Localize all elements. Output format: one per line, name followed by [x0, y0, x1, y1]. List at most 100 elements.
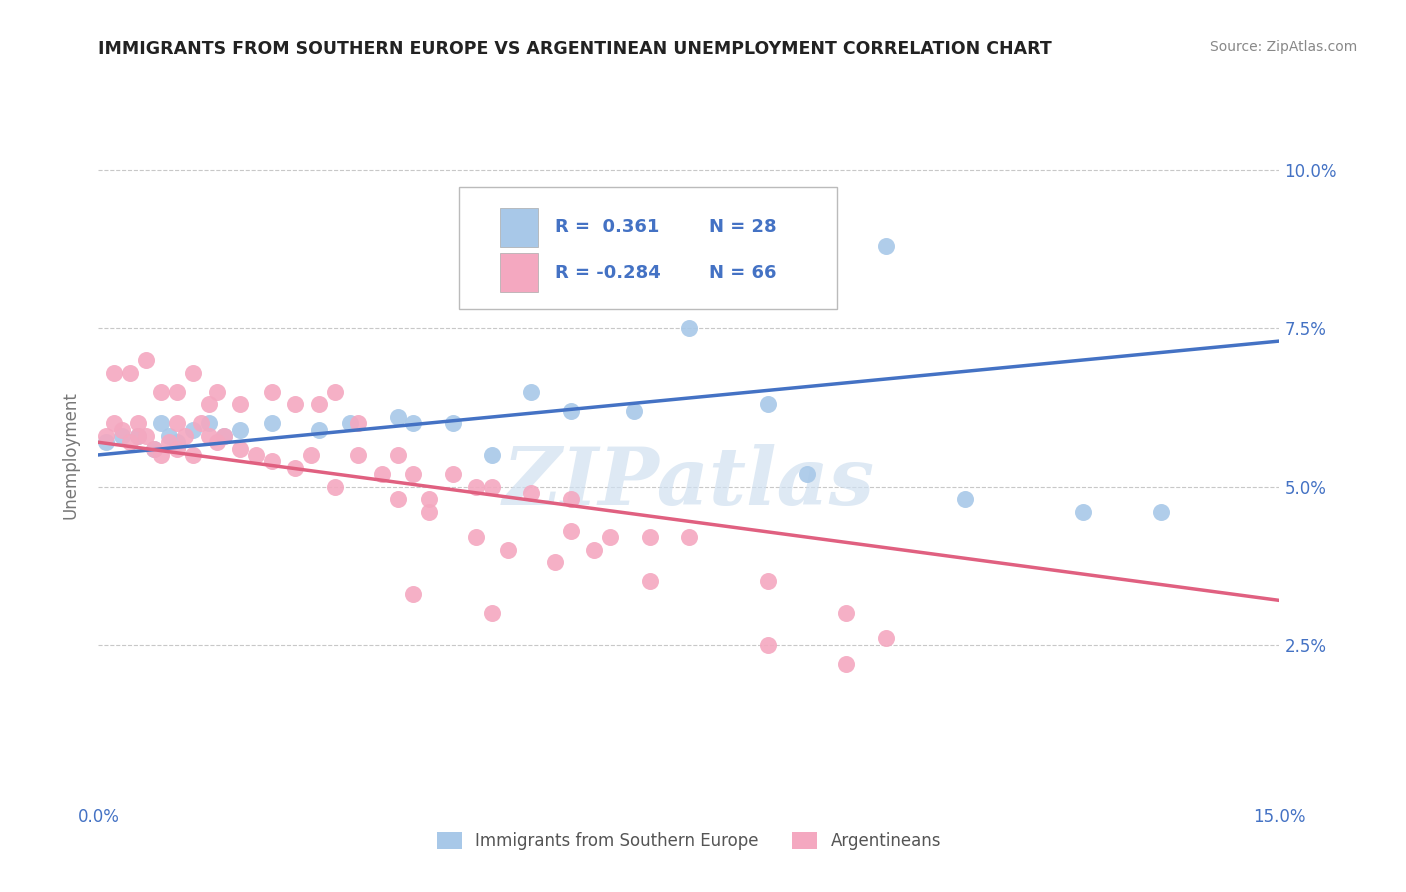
Y-axis label: Unemployment: Unemployment: [62, 391, 80, 519]
Point: [835, 657, 858, 671]
Point: [229, 397, 252, 411]
Point: [135, 429, 157, 443]
Text: N = 28: N = 28: [709, 219, 776, 236]
Point: [214, 429, 236, 443]
Point: [323, 384, 346, 399]
Point: [197, 417, 219, 431]
Point: [111, 423, 134, 437]
Point: [387, 448, 409, 462]
Point: [103, 417, 125, 431]
Point: [678, 530, 700, 544]
Text: N = 66: N = 66: [709, 264, 776, 282]
Point: [583, 542, 606, 557]
Text: R = -0.284: R = -0.284: [555, 264, 661, 282]
Point: [953, 492, 976, 507]
Point: [1071, 505, 1094, 519]
Point: [229, 442, 252, 456]
Point: [127, 429, 149, 443]
Legend: Immigrants from Southern Europe, Argentineans: Immigrants from Southern Europe, Argenti…: [430, 826, 948, 857]
Point: [418, 492, 440, 507]
Point: [323, 479, 346, 493]
Point: [205, 435, 228, 450]
Point: [756, 574, 779, 589]
Point: [284, 460, 307, 475]
Point: [96, 435, 118, 450]
Point: [875, 632, 897, 646]
Point: [465, 530, 488, 544]
Point: [418, 505, 440, 519]
Point: [1150, 505, 1173, 519]
Point: [260, 417, 283, 431]
Point: [387, 409, 409, 424]
Point: [260, 454, 283, 468]
Point: [481, 479, 503, 493]
Point: [150, 417, 173, 431]
Point: [166, 435, 188, 450]
Point: [347, 417, 370, 431]
Point: [214, 429, 236, 443]
Point: [441, 417, 464, 431]
Text: ZIPatlas: ZIPatlas: [503, 444, 875, 522]
Point: [402, 587, 425, 601]
Point: [142, 442, 165, 456]
Point: [166, 417, 188, 431]
Point: [150, 448, 173, 462]
Point: [118, 435, 141, 450]
Point: [181, 423, 204, 437]
Point: [308, 397, 330, 411]
Point: [111, 429, 134, 443]
FancyBboxPatch shape: [458, 187, 837, 309]
Point: [245, 448, 267, 462]
Point: [481, 448, 503, 462]
Point: [229, 423, 252, 437]
Point: [623, 403, 645, 417]
Point: [465, 479, 488, 493]
Point: [678, 321, 700, 335]
Point: [599, 530, 621, 544]
Point: [371, 467, 394, 481]
Point: [166, 384, 188, 399]
Point: [756, 397, 779, 411]
Point: [96, 429, 118, 443]
Point: [835, 606, 858, 620]
Point: [796, 467, 818, 481]
Point: [166, 442, 188, 456]
Point: [496, 542, 519, 557]
Point: [481, 606, 503, 620]
Point: [157, 435, 180, 450]
Text: IMMIGRANTS FROM SOUTHERN EUROPE VS ARGENTINEAN UNEMPLOYMENT CORRELATION CHART: IMMIGRANTS FROM SOUTHERN EUROPE VS ARGEN…: [98, 40, 1052, 58]
Point: [402, 417, 425, 431]
Point: [875, 239, 897, 253]
Point: [197, 397, 219, 411]
Point: [174, 429, 197, 443]
Point: [638, 530, 661, 544]
Point: [560, 524, 582, 538]
Point: [756, 638, 779, 652]
Point: [284, 397, 307, 411]
Point: [181, 448, 204, 462]
Point: [339, 417, 361, 431]
Point: [181, 366, 204, 380]
Point: [402, 467, 425, 481]
Point: [157, 429, 180, 443]
Text: Source: ZipAtlas.com: Source: ZipAtlas.com: [1209, 40, 1357, 54]
Point: [190, 417, 212, 431]
Point: [308, 423, 330, 437]
Text: R =  0.361: R = 0.361: [555, 219, 659, 236]
Point: [150, 384, 173, 399]
Point: [103, 366, 125, 380]
Point: [638, 574, 661, 589]
Point: [347, 448, 370, 462]
Point: [441, 467, 464, 481]
Point: [520, 384, 543, 399]
Point: [387, 492, 409, 507]
Point: [520, 486, 543, 500]
FancyBboxPatch shape: [501, 208, 537, 246]
Point: [560, 492, 582, 507]
Point: [197, 429, 219, 443]
Point: [560, 403, 582, 417]
Point: [299, 448, 322, 462]
Point: [127, 417, 149, 431]
Point: [118, 366, 141, 380]
Point: [127, 429, 149, 443]
